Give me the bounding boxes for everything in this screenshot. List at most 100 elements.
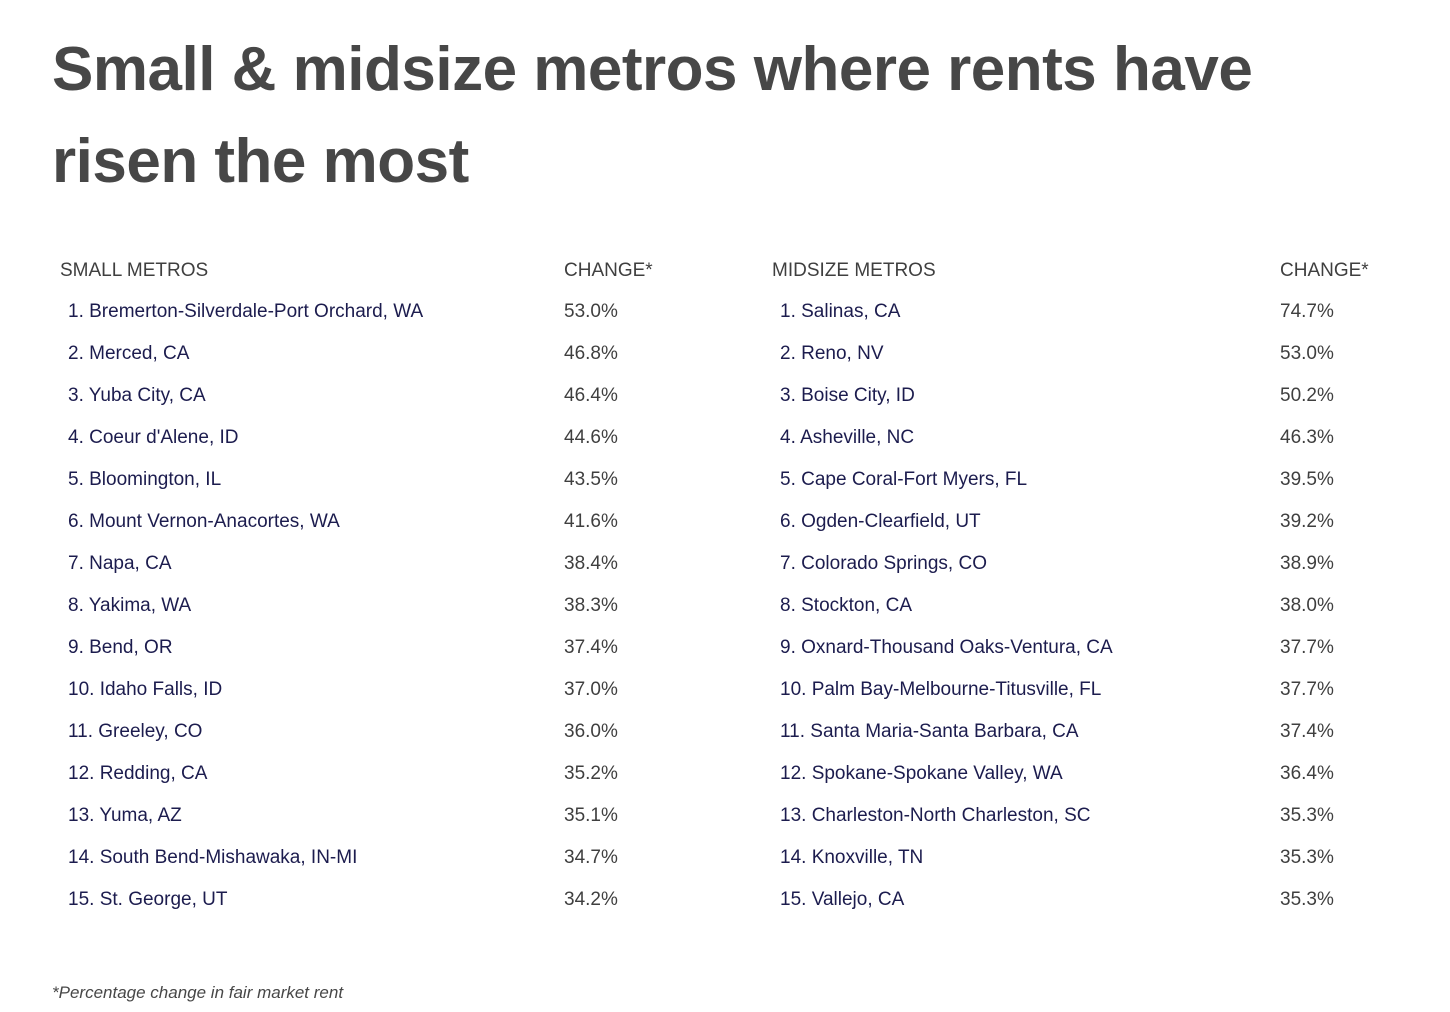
rent-change-value: 38.3% [564, 595, 618, 616]
small-metros-table: SMALL METROS CHANGE* 1. Bremerton-Silver… [60, 252, 700, 910]
table-row: 8. Stockton, CA 38.0% [772, 588, 1412, 630]
table-row: 6. Ogden-Clearfield, UT 39.2% [772, 504, 1412, 546]
rent-change-value: 46.3% [1280, 427, 1334, 448]
rent-change-value: 36.0% [564, 721, 618, 742]
table-row: 5. Bloomington, IL 43.5% [60, 462, 700, 504]
metro-name: 4. Asheville, NC [780, 427, 915, 448]
metro-name: 8. Stockton, CA [780, 595, 913, 616]
table-row: 15. St. George, UT 34.2% [60, 882, 700, 924]
rent-change-value: 34.7% [564, 847, 618, 868]
metro-name: 11. Greeley, CO [68, 721, 203, 742]
table-header: MIDSIZE METROS CHANGE* [772, 252, 1412, 290]
metro-name: 7. Colorado Springs, CO [780, 553, 987, 574]
table-row: 7. Napa, CA 38.4% [60, 546, 700, 588]
table-row: 10. Idaho Falls, ID 37.0% [60, 672, 700, 714]
table-row: 2. Merced, CA 46.8% [60, 336, 700, 378]
table-row: 4. Coeur d'Alene, ID 44.6% [60, 420, 700, 462]
table-row: 12. Redding, CA 35.2% [60, 756, 700, 798]
metro-name: 6. Mount Vernon-Anacortes, WA [68, 511, 340, 532]
table-row: 14. Knoxville, TN 35.3% [772, 840, 1412, 882]
table-row: 8. Yakima, WA 38.3% [60, 588, 700, 630]
rent-change-value: 37.4% [1280, 721, 1334, 742]
table-row: 12. Spokane-Spokane Valley, WA 36.4% [772, 756, 1412, 798]
rent-change-value: 35.3% [1280, 805, 1334, 826]
column-header-name: SMALL METROS [60, 260, 209, 281]
table-row: 2. Reno, NV 53.0% [772, 336, 1412, 378]
metro-name: 8. Yakima, WA [68, 595, 192, 616]
rent-change-value: 39.5% [1280, 469, 1334, 490]
rent-change-value: 34.2% [564, 889, 618, 910]
metro-name: 13. Yuma, AZ [68, 805, 182, 826]
metro-name: 5. Bloomington, IL [68, 469, 222, 490]
midsize-metros-table: MIDSIZE METROS CHANGE* 1. Salinas, CA 74.… [772, 252, 1412, 910]
metro-name: 12. Spokane-Spokane Valley, WA [780, 763, 1063, 784]
table-row: 1. Salinas, CA 74.7% [772, 294, 1412, 336]
rent-change-value: 38.0% [1280, 595, 1334, 616]
metro-name: 15. St. George, UT [68, 889, 228, 910]
table-rows: 1. Bremerton-Silverdale-Port Orchard, WA… [60, 294, 700, 924]
table-row: 15. Vallejo, CA 35.3% [772, 882, 1412, 924]
table-row: 4. Asheville, NC 46.3% [772, 420, 1412, 462]
rent-change-value: 36.4% [1280, 763, 1334, 784]
rent-change-value: 53.0% [1280, 343, 1334, 364]
metro-name: 14. Knoxville, TN [780, 847, 924, 868]
rent-change-value: 38.4% [564, 553, 618, 574]
rent-change-value: 43.5% [564, 469, 618, 490]
metro-name: 9. Oxnard-Thousand Oaks-Ventura, CA [780, 637, 1113, 658]
table-rows: 1. Salinas, CA 74.7% 2. Reno, NV 53.0% 3. Bo… [772, 294, 1412, 924]
metro-name: 3. Boise City, ID [780, 385, 915, 406]
column-header-name: MIDSIZE METROS [772, 260, 936, 281]
rent-change-value: 35.2% [564, 763, 618, 784]
rent-change-value: 39.2% [1280, 511, 1334, 532]
metro-name: 7. Napa, CA [68, 553, 172, 574]
rent-change-value: 74.7% [1280, 301, 1334, 322]
table-row: 13. Charleston-North Charleston, SC 35.3% [772, 798, 1412, 840]
rent-change-value: 41.6% [564, 511, 618, 532]
rent-change-value: 35.3% [1280, 889, 1334, 910]
metro-name: 1. Bremerton-Silverdale-Port Orchard, WA [68, 301, 424, 322]
rent-change-value: 37.7% [1280, 637, 1334, 658]
metro-name: 10. Palm Bay-Melbourne-Titusville, FL [780, 679, 1102, 700]
metro-name: 11. Santa Maria-Santa Barbara, CA [780, 721, 1079, 742]
column-header-change: CHANGE* [564, 260, 653, 281]
rent-change-value: 35.1% [564, 805, 618, 826]
rent-change-value: 38.9% [1280, 553, 1334, 574]
table-row: 11. Greeley, CO 36.0% [60, 714, 700, 756]
metro-name: 4. Coeur d'Alene, ID [68, 427, 239, 448]
metro-name: 9. Bend, OR [68, 637, 173, 658]
rent-change-value: 50.2% [1280, 385, 1334, 406]
metro-name: 2. Merced, CA [68, 343, 190, 364]
metro-name: 6. Ogden-Clearfield, UT [780, 511, 981, 532]
table-row: 9. Oxnard-Thousand Oaks-Ventura, CA 37.7% [772, 630, 1412, 672]
table-row: 9. Bend, OR 37.4% [60, 630, 700, 672]
table-row: 14. South Bend-Mishawaka, IN-MI 34.7% [60, 840, 700, 882]
rent-change-value: 46.8% [564, 343, 618, 364]
metro-name: 2. Reno, NV [780, 343, 884, 364]
rent-change-value: 37.4% [564, 637, 618, 658]
rent-change-value: 44.6% [564, 427, 618, 448]
metro-name: 15. Vallejo, CA [780, 889, 905, 910]
page-title: Small & midsize metros where rents have … [52, 35, 1253, 196]
metro-name: 14. South Bend-Mishawaka, IN-MI [68, 847, 358, 868]
metro-name: 13. Charleston-North Charleston, SC [780, 805, 1091, 826]
table-row: 13. Yuma, AZ 35.1% [60, 798, 700, 840]
table-row: 1. Bremerton-Silverdale-Port Orchard, WA… [60, 294, 700, 336]
table-row: 11. Santa Maria-Santa Barbara, CA 37.4% [772, 714, 1412, 756]
table-row: 5. Cape Coral-Fort Myers, FL 39.5% [772, 462, 1412, 504]
table-row: 10. Palm Bay-Melbourne-Titusville, FL 37.… [772, 672, 1412, 714]
rent-change-value: 35.3% [1280, 847, 1334, 868]
footnote: *Percentage change in fair market rent [52, 983, 344, 1002]
metro-name: 3. Yuba City, CA [68, 385, 206, 406]
rent-change-value: 46.4% [564, 385, 618, 406]
metro-name: 10. Idaho Falls, ID [68, 679, 223, 700]
metro-name: 12. Redding, CA [68, 763, 208, 784]
rent-change-value: 37.7% [1280, 679, 1334, 700]
table-row: 7. Colorado Springs, CO 38.9% [772, 546, 1412, 588]
table-header: SMALL METROS CHANGE* [60, 252, 700, 290]
metro-name: 1. Salinas, CA [780, 301, 901, 322]
table-row: 3. Boise City, ID 50.2% [772, 378, 1412, 420]
metro-name: 5. Cape Coral-Fort Myers, FL [780, 469, 1028, 490]
table-row: 6. Mount Vernon-Anacortes, WA 41.6% [60, 504, 700, 546]
rent-change-value: 53.0% [564, 301, 618, 322]
rent-change-value: 37.0% [564, 679, 618, 700]
